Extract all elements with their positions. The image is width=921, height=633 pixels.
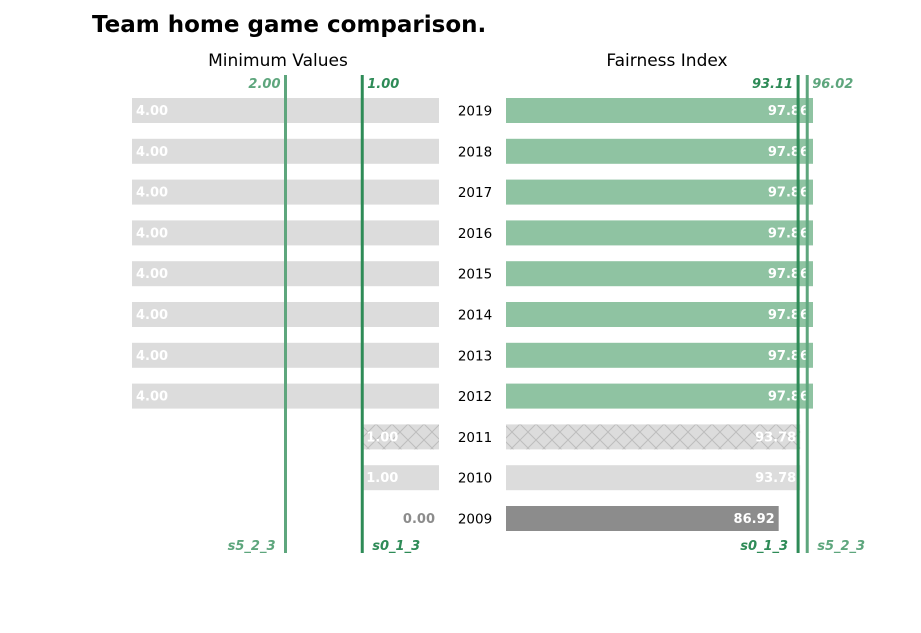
- fairness-bar-2016: [506, 220, 813, 246]
- year-label-2012: 2012: [458, 389, 492, 405]
- fairness-bar-2014: [506, 302, 813, 327]
- fairness-bar-2011: [506, 424, 801, 450]
- fairness-label-2012: 97.86: [768, 390, 809, 405]
- fairness-label-2013: 97.86: [768, 349, 809, 364]
- year-label-2011: 2011: [458, 430, 492, 446]
- fairness-label-2018: 97.86: [768, 145, 809, 160]
- year-label-2016: 2016: [458, 226, 492, 242]
- fairness-bar-2013: [506, 342, 813, 368]
- min-values-label-2016: 4.00: [136, 226, 168, 241]
- chart-title: Team home game comparison.: [92, 12, 486, 38]
- panel-title-minimum-values: Minimum Values: [208, 51, 348, 71]
- min-values-label-2009: 0.00: [403, 512, 435, 527]
- fairness-index-bars: 97.86 97.86 97.86 97.86 97.86 97.86 97.86 97.86…: [506, 98, 813, 531]
- min-values-label-2013: 4.00: [136, 349, 168, 364]
- fairness-label-2014: 97.86: [768, 308, 809, 323]
- year-label-2019: 2019: [458, 104, 492, 120]
- min-values-bar-2010: [362, 465, 439, 491]
- fairness-bar-2015: [506, 261, 813, 287]
- fairness-bar-2012: [506, 383, 813, 409]
- fairness-index-reference-lines: 93.11 s0_1_3 96.02 s5_2_3: [740, 75, 865, 554]
- ref-value-fairness-s5_2_3: 96.02: [812, 77, 853, 92]
- ref-name-fairness-s0_1_3: s0_1_3: [740, 539, 788, 554]
- year-label-2010: 2010: [458, 471, 492, 487]
- min-values-label-2010: 1.00: [366, 471, 398, 486]
- min-values-label-2012: 4.00: [136, 390, 168, 405]
- min-values-label-2015: 4.00: [136, 267, 168, 282]
- fairness-label-2016: 97.86: [768, 226, 809, 241]
- year-label-2009: 2009: [458, 512, 492, 528]
- ref-value-fairness-s0_1_3: 93.11: [752, 77, 793, 92]
- year-labels: 2019 2018 2017 2016 2015 2014 2013 2012 2011 2010…: [458, 104, 492, 528]
- fairness-bar-2010: [506, 465, 801, 491]
- ref-value-min-s5_2_3: 2.00: [248, 77, 280, 92]
- fairness-bar-2019: [506, 98, 813, 123]
- fairness-bar-2009: [506, 506, 779, 531]
- year-label-2015: 2015: [458, 267, 492, 283]
- minimum-values-reference-lines: 2.00 s5_2_3 1.00 s0_1_3: [228, 75, 420, 554]
- panel-title-fairness-index: Fairness Index: [606, 51, 727, 71]
- ref-name-fairness-s5_2_3: s5_2_3: [817, 539, 865, 554]
- fairness-label-2009: 86.92: [734, 512, 775, 527]
- year-label-2017: 2017: [458, 185, 492, 201]
- min-values-label-2019: 4.00: [136, 104, 168, 119]
- ref-name-min-s5_2_3: s5_2_3: [228, 539, 276, 554]
- fairness-bar-2018: [506, 138, 813, 164]
- fairness-label-2011: 93.78: [755, 430, 796, 445]
- year-label-2018: 2018: [458, 144, 492, 160]
- fairness-label-2019: 97.86: [768, 104, 809, 119]
- year-label-2013: 2013: [458, 348, 492, 364]
- fairness-bar-2017: [506, 179, 813, 205]
- min-values-bar-2011: [362, 424, 439, 450]
- ref-name-min-s0_1_3: s0_1_3: [372, 539, 420, 554]
- min-values-label-2011: 1.00: [366, 430, 398, 445]
- year-label-2014: 2014: [458, 308, 492, 324]
- min-values-label-2018: 4.00: [136, 145, 168, 160]
- min-values-label-2017: 4.00: [136, 186, 168, 201]
- fairness-label-2010: 93.78: [755, 471, 796, 486]
- fairness-label-2015: 97.86: [768, 267, 809, 282]
- ref-value-min-s0_1_3: 1.00: [367, 77, 399, 92]
- min-values-label-2014: 4.00: [136, 308, 168, 323]
- fairness-label-2017: 97.86: [768, 186, 809, 201]
